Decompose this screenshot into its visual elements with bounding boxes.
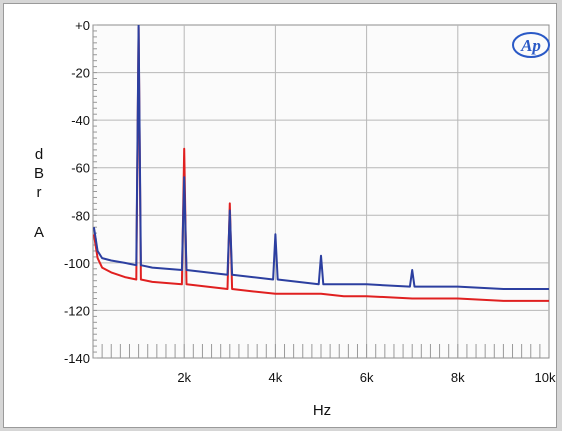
y-tick-label: -140: [64, 351, 90, 366]
minor-ticks: [93, 24, 541, 359]
series-line-1: [93, 26, 549, 302]
y-axis-label-char: r: [37, 184, 42, 201]
y-tick-labels: +0 -20 -40 -60 -80 -100 -120 -140: [64, 18, 90, 366]
ap-logo-text: Ap: [520, 36, 541, 55]
series-line-2: [93, 25, 549, 290]
y-axis-label-char: A: [34, 224, 44, 241]
x-tick-label: 8k: [451, 370, 465, 385]
y-tick-label: -120: [64, 303, 90, 318]
x-tick-label: 2k: [177, 370, 191, 385]
y-axis-label-char: B: [34, 165, 44, 182]
ap-logo: Ap: [512, 32, 550, 58]
y-tick-label: -60: [71, 161, 90, 176]
x-tick-label: 6k: [360, 370, 374, 385]
x-tick-label: 4k: [269, 370, 283, 385]
y-axis-label: dBr A: [34, 146, 44, 241]
x-tick-label: 10k: [535, 370, 556, 385]
y-tick-label: -20: [71, 66, 90, 81]
x-axis-label: Hz: [313, 402, 331, 419]
y-tick-label: -80: [71, 208, 90, 223]
y-tick-label: +0: [75, 18, 90, 33]
chart: +0 -20 -40 -60 -80 -100 -120 -140 2k 4k 6k 8k 10k d…: [34, 18, 556, 419]
series-lines: [93, 25, 549, 302]
y-axis-label-char: d: [35, 146, 43, 163]
y-tick-label: -100: [64, 256, 90, 271]
plot-area: [92, 24, 550, 359]
chart-frame: +0 -20 -40 -60 -80 -100 -120 -140 2k 4k 6k 8k 10k d…: [3, 3, 557, 428]
x-tick-labels: 2k 4k 6k 8k 10k: [177, 370, 556, 385]
y-tick-label: -40: [71, 113, 90, 128]
